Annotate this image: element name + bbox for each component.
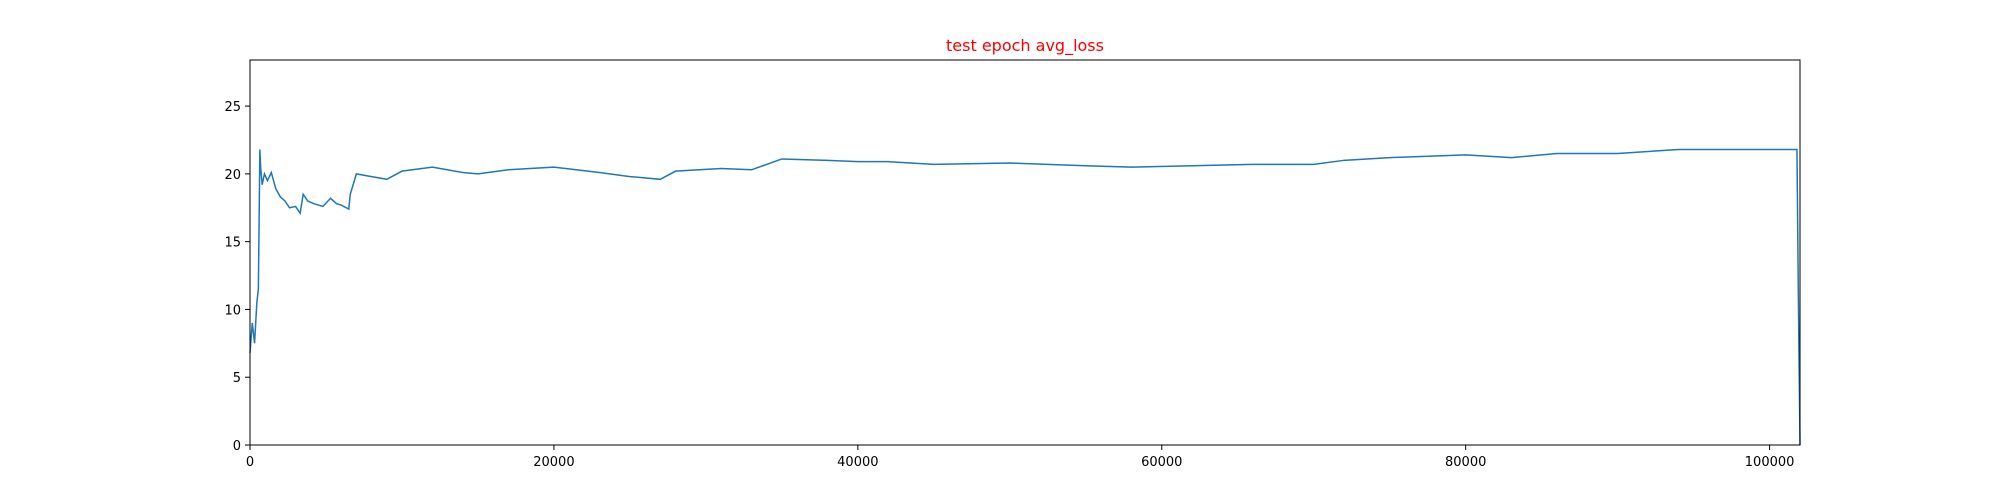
y-tick-label: 20 <box>224 168 241 183</box>
x-tick-label: 0 <box>246 455 254 470</box>
y-tick-label: 5 <box>233 371 241 386</box>
y-tick-label: 0 <box>233 439 241 454</box>
x-tick-label: 100000 <box>1745 455 1795 470</box>
x-tick-label: 60000 <box>1141 455 1182 470</box>
y-tick-label: 10 <box>224 303 241 318</box>
x-tick-label: 40000 <box>837 455 878 470</box>
y-tick-label: 25 <box>224 100 241 115</box>
x-tick-label: 80000 <box>1445 455 1486 470</box>
chart-title: test epoch avg_loss <box>946 36 1104 56</box>
data-line <box>249 148 1801 446</box>
y-tick-label: 15 <box>224 236 241 251</box>
x-tick-label: 20000 <box>533 455 574 470</box>
plot-frame <box>249 59 1801 446</box>
